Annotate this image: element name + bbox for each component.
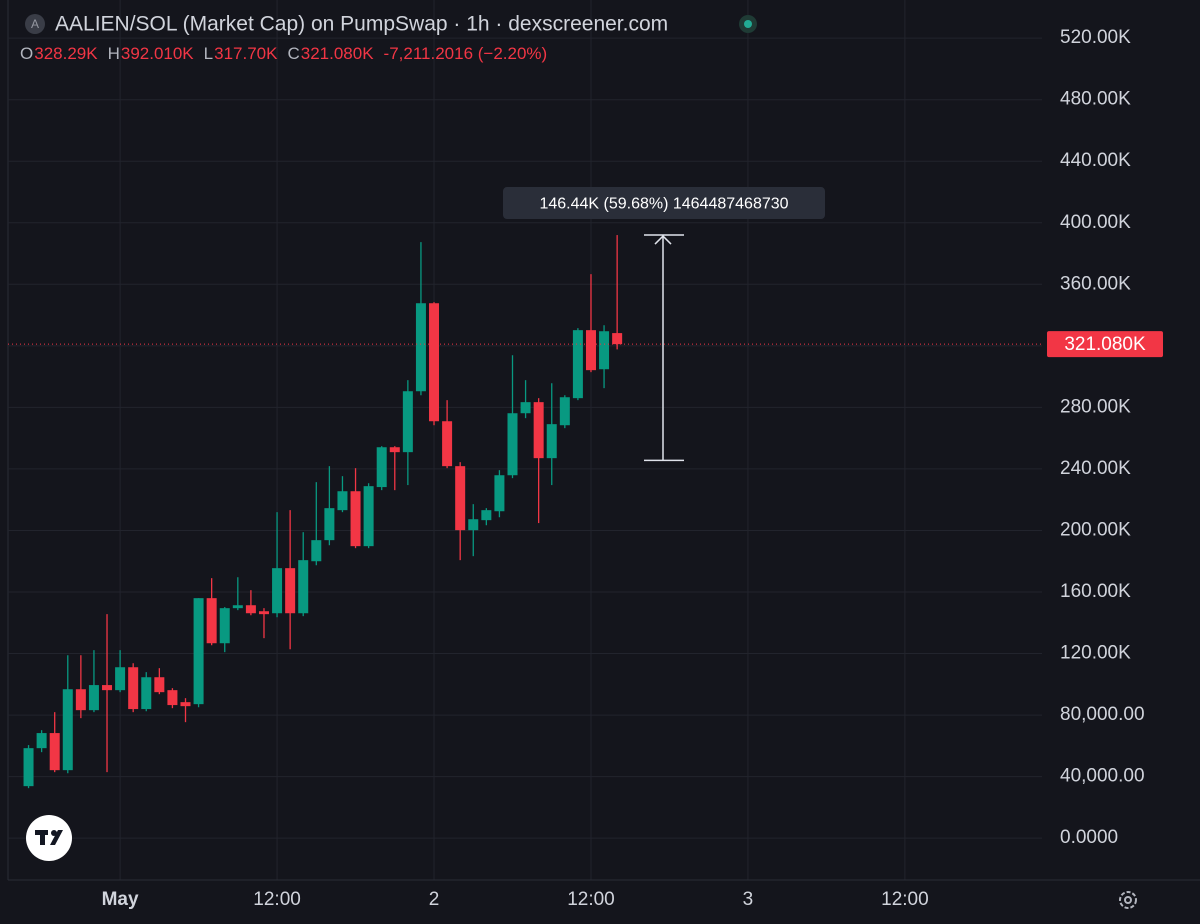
symbol-icon	[25, 14, 45, 34]
chart-title: AALIEN/SOL (Market Cap) on PumpSwap · 1h…	[55, 13, 668, 36]
gear-inner[interactable]	[1124, 896, 1132, 904]
candle-body	[468, 519, 479, 531]
ohlc-key: O	[20, 44, 33, 63]
candle-body	[599, 331, 610, 370]
candle-body	[311, 540, 322, 562]
ohlc-value: 321.080K	[301, 44, 374, 63]
candle-body	[455, 466, 466, 531]
candle-body	[141, 677, 152, 710]
candle-body	[232, 605, 243, 609]
x-tick-label: 12:00	[253, 889, 301, 910]
x-tick-label: 12:00	[567, 889, 615, 910]
candle-body	[324, 508, 335, 541]
ohlc-key: L	[204, 44, 213, 63]
ohlc-change: -7,211.2016 (−2.20%)	[384, 44, 548, 63]
candle-body	[494, 475, 505, 512]
ohlc-legend: O328.29K H392.010K L317.70K C321.080K -7,211…	[20, 44, 547, 63]
candle-body	[102, 685, 113, 691]
candle-body	[559, 397, 570, 426]
ohlc-value: 328.29K	[34, 44, 98, 63]
y-tick-label: 520.00K	[1060, 27, 1131, 48]
x-tick-label: 3	[743, 889, 754, 910]
candle-body	[402, 391, 413, 453]
candle-body	[36, 733, 47, 749]
x-tick-label: 2	[429, 889, 440, 910]
y-tick-label: 480.00K	[1060, 89, 1131, 110]
candle-body	[115, 667, 126, 691]
y-tick-label: 440.00K	[1060, 150, 1131, 171]
candle-body	[75, 689, 86, 711]
candle-body	[429, 303, 440, 422]
candle-body	[88, 685, 99, 711]
y-tick-label: 80,000.00	[1060, 704, 1145, 725]
candle-body	[193, 598, 204, 705]
candle-body	[612, 333, 623, 345]
logo-slash	[50, 830, 63, 845]
candle-body	[298, 560, 309, 614]
y-tick-label: 240.00K	[1060, 458, 1131, 479]
y-tick-label: 120.00K	[1060, 643, 1131, 664]
candle-body	[128, 667, 139, 710]
x-tick-label: May	[102, 889, 139, 910]
candle-body	[285, 568, 296, 614]
candle-body	[49, 733, 60, 771]
logo-bar	[40, 830, 45, 845]
logo-circle	[26, 815, 72, 861]
logo-dot	[51, 830, 57, 836]
candle-body	[572, 330, 583, 399]
y-tick-label: 280.00K	[1060, 396, 1131, 417]
candle-body	[219, 608, 230, 644]
candle-body	[389, 447, 400, 453]
gear-outer[interactable]	[1119, 891, 1137, 909]
candle-body	[520, 402, 531, 414]
candle-body	[272, 568, 283, 614]
candle-body	[337, 491, 348, 511]
tv-logo	[26, 815, 72, 861]
candle-body	[442, 421, 453, 467]
candle-body	[546, 424, 557, 459]
candle-body	[363, 486, 374, 547]
candle-body	[415, 303, 426, 392]
candle-body	[62, 689, 73, 771]
symbol-icon-letter: A	[31, 17, 39, 31]
y-tick-label: 0.0000	[1060, 827, 1118, 848]
candle-body	[245, 605, 256, 614]
candle-body	[585, 330, 596, 371]
settings-gear[interactable]	[1119, 891, 1137, 909]
candle-body	[507, 413, 518, 476]
candle-body	[533, 402, 544, 459]
ohlc-value: 392.010K	[121, 44, 194, 63]
ohlc-key: C	[287, 44, 299, 63]
plot: 146.44K (59.68%) 1464487468730	[8, 187, 1042, 789]
last-price-tag	[1047, 331, 1163, 358]
candle-body	[481, 510, 492, 521]
measure-box	[503, 187, 825, 220]
y-tick-label: 160.00K	[1060, 581, 1131, 602]
grid	[8, 0, 1042, 880]
y-tick-label: 360.00K	[1060, 273, 1131, 294]
status-dot	[744, 20, 752, 28]
candle-body	[180, 702, 191, 707]
candle-body	[154, 677, 165, 693]
candle-body	[167, 690, 178, 706]
candle-body	[350, 491, 361, 547]
x-tick-label: 12:00	[881, 889, 929, 910]
y-tick-label: 200.00K	[1060, 519, 1131, 540]
measure-label: 146.44K (59.68%) 1464487468730	[539, 195, 788, 212]
candle-body	[23, 748, 34, 787]
y-tick-label: 40,000.00	[1060, 766, 1145, 787]
candle-body	[206, 598, 217, 644]
measure-arrow	[654, 235, 672, 245]
last-price-label: 321.080K	[1064, 334, 1146, 355]
ohlc-value: 317.70K	[214, 44, 278, 63]
candle-body	[258, 611, 269, 615]
y-tick-label: 400.00K	[1060, 212, 1131, 233]
candle-body	[376, 447, 387, 488]
ohlc-key: H	[108, 44, 120, 63]
